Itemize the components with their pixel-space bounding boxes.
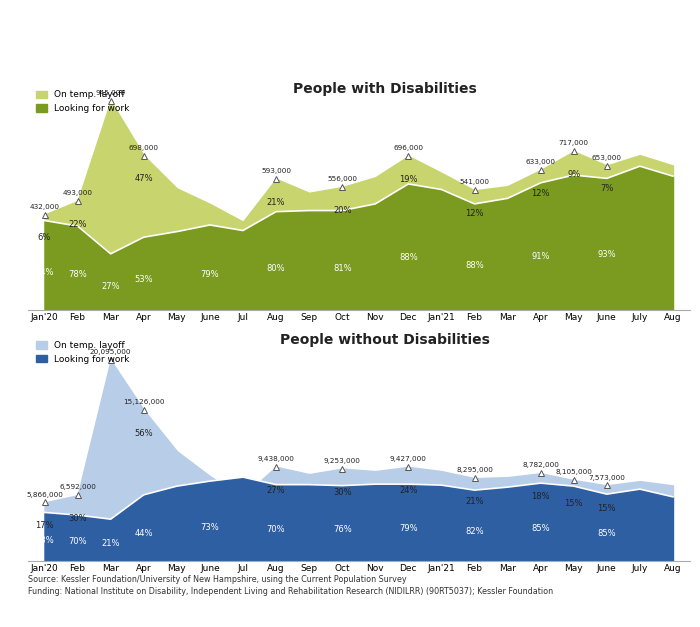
Text: 79%: 79% [399, 524, 418, 534]
Text: 27%: 27% [102, 282, 120, 291]
Text: 47%: 47% [134, 174, 153, 183]
Text: 15%: 15% [598, 504, 616, 514]
Text: 24%: 24% [399, 486, 418, 495]
Text: 21%: 21% [102, 539, 120, 548]
Text: 80%: 80% [267, 265, 286, 273]
Text: 12%: 12% [531, 189, 550, 198]
Text: 76%: 76% [332, 525, 351, 534]
Text: 82%: 82% [466, 527, 484, 536]
Text: 432,000: 432,000 [29, 204, 60, 209]
Text: 56%: 56% [134, 429, 153, 438]
Text: 88%: 88% [465, 261, 484, 270]
Text: Funding: National Institute on Disability, Independent Living and Rehabilitation: Funding: National Institute on Disabilit… [28, 587, 553, 596]
Text: 15,126,000: 15,126,000 [123, 399, 164, 405]
Text: 593,000: 593,000 [261, 168, 291, 174]
Text: 717,000: 717,000 [559, 140, 589, 147]
Text: People without Disabilities: People without Disabilities [280, 333, 490, 347]
Text: People with Disabilities: People with Disabilities [293, 82, 477, 97]
Text: 93%: 93% [598, 250, 616, 260]
Text: 9,438,000: 9,438,000 [258, 456, 295, 462]
Text: 696,000: 696,000 [393, 145, 424, 151]
Text: 5,866,000: 5,866,000 [26, 492, 63, 498]
Text: 8,105,000: 8,105,000 [555, 469, 592, 475]
Text: COVID Update:: COVID Update: [10, 14, 160, 33]
Text: 12%: 12% [466, 209, 484, 218]
Text: 9,427,000: 9,427,000 [390, 456, 427, 462]
Text: 17%: 17% [35, 522, 54, 530]
Text: 556,000: 556,000 [327, 176, 357, 182]
Text: 7,573,000: 7,573,000 [589, 475, 625, 480]
Text: 493,000: 493,000 [62, 190, 92, 196]
Text: 88%: 88% [399, 253, 418, 261]
Text: 698,000: 698,000 [129, 145, 159, 150]
Text: 20,095,000: 20,095,000 [90, 349, 132, 356]
Text: 6,592,000: 6,592,000 [60, 485, 96, 490]
Text: 22%: 22% [69, 220, 87, 229]
Text: 541,000: 541,000 [459, 179, 489, 186]
Text: 83%: 83% [35, 536, 54, 545]
Text: 53%: 53% [134, 275, 153, 284]
Text: 81%: 81% [333, 264, 351, 273]
Text: AUGUST 2021 Unemployment Trends: AUGUST 2021 Unemployment Trends [10, 45, 230, 58]
Text: 30%: 30% [333, 488, 351, 497]
Text: 27%: 27% [267, 486, 286, 495]
Text: 6%: 6% [38, 233, 51, 243]
Text: 653,000: 653,000 [592, 155, 622, 161]
Text: 945,000: 945,000 [96, 90, 126, 96]
Text: 70%: 70% [69, 537, 87, 546]
Text: 21%: 21% [466, 497, 484, 506]
Text: 70%: 70% [267, 525, 286, 534]
Text: 8,782,000: 8,782,000 [522, 463, 559, 468]
Text: 633,000: 633,000 [526, 159, 556, 165]
Text: 7%: 7% [600, 184, 613, 193]
Text: 30%: 30% [69, 514, 87, 523]
Text: 79%: 79% [201, 270, 219, 279]
Text: 20%: 20% [333, 206, 351, 215]
Text: 19%: 19% [399, 175, 418, 184]
Text: 73%: 73% [200, 523, 219, 532]
Legend: On temp. layoff, Looking for work: On temp. layoff, Looking for work [32, 337, 133, 367]
Text: 85%: 85% [598, 529, 616, 537]
Text: 44%: 44% [134, 529, 153, 538]
Legend: On temp. layoff, Looking for work: On temp. layoff, Looking for work [32, 87, 133, 117]
Text: 94%: 94% [35, 268, 54, 277]
Text: 91%: 91% [531, 252, 550, 261]
Text: 78%: 78% [68, 270, 87, 280]
Text: 9%: 9% [567, 170, 580, 179]
Text: 18%: 18% [531, 492, 550, 502]
Text: 15%: 15% [564, 499, 583, 508]
Text: 21%: 21% [267, 198, 286, 207]
Text: Source: Kessler Foundation/University of New Hampshire, using the Current Popula: Source: Kessler Foundation/University of… [28, 575, 407, 584]
Text: 8,295,000: 8,295,000 [456, 467, 493, 473]
Text: 9,253,000: 9,253,000 [324, 458, 360, 464]
Text: 85%: 85% [531, 524, 550, 533]
